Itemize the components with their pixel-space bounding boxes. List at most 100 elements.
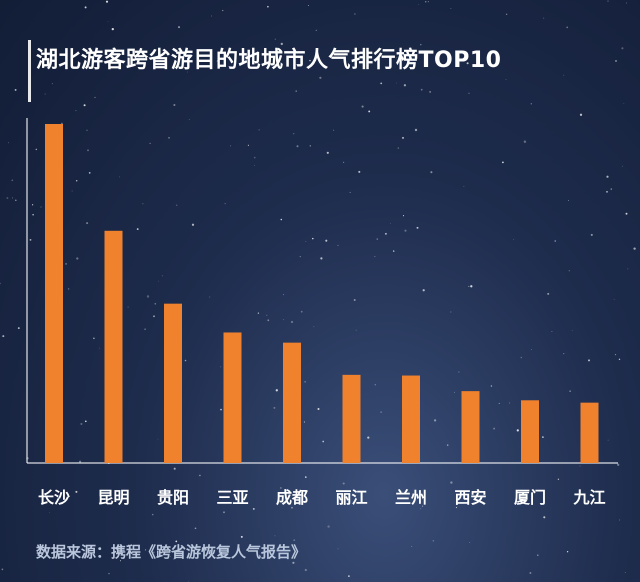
star-dot — [216, 60, 219, 62]
star-dot — [40, 206, 42, 208]
star-dot — [563, 353, 565, 355]
star-dot — [505, 13, 508, 16]
star-dot — [32, 214, 34, 216]
star-dot — [84, 6, 87, 9]
star-dot — [67, 288, 70, 290]
star-dot — [161, 275, 163, 277]
star-dot — [14, 199, 17, 202]
star-dot — [230, 145, 232, 147]
star-dot — [355, 329, 357, 331]
star-dot — [607, 0, 609, 2]
star-dot — [209, 296, 211, 298]
star-dot — [342, 490, 345, 492]
star-dot — [402, 136, 404, 139]
bar-9 — [580, 402, 599, 463]
star-dot — [621, 165, 623, 167]
star-dot — [319, 76, 322, 79]
star-dot — [191, 223, 195, 226]
star-dot — [299, 255, 301, 258]
star-dot — [99, 347, 100, 349]
star-dot — [31, 204, 34, 206]
star-dot — [322, 440, 325, 443]
star-dot — [35, 148, 38, 151]
star-dot — [374, 383, 377, 386]
star-dot — [623, 102, 625, 104]
star-dot — [529, 572, 532, 574]
star-dot — [242, 51, 245, 54]
star-dot — [8, 142, 10, 144]
star-dot — [118, 497, 121, 499]
star-dot — [280, 42, 283, 46]
star-dot — [349, 191, 351, 193]
star-dot — [300, 310, 303, 313]
category-label-6: 兰州 — [395, 488, 427, 507]
star-dot — [458, 371, 460, 373]
star-dot — [108, 572, 110, 575]
star-dot — [65, 262, 68, 265]
star-dot — [136, 228, 139, 231]
star-dot — [424, 1, 427, 3]
star-dot — [613, 299, 615, 300]
star-dot — [240, 535, 243, 538]
star-dot — [505, 79, 507, 80]
star-dot — [94, 96, 96, 98]
star-dot — [293, 133, 295, 135]
bar-7 — [461, 391, 480, 463]
star-dot — [606, 190, 608, 193]
star-dot — [76, 257, 79, 260]
star-dot — [337, 244, 339, 246]
star-dot — [222, 10, 224, 12]
star-dot — [493, 427, 496, 430]
star-dot — [71, 190, 73, 192]
star-dot — [384, 232, 387, 235]
star-dot — [376, 238, 378, 240]
star-dot — [211, 15, 212, 17]
star-dot — [429, 91, 431, 93]
star-dot — [614, 354, 617, 356]
star-dot — [530, 103, 532, 105]
star-dot — [416, 226, 419, 229]
star-dot — [2, 335, 5, 338]
star-dot — [315, 29, 317, 31]
star-dot — [49, 512, 50, 514]
star-dot — [146, 295, 150, 298]
star-dot — [542, 436, 544, 438]
star-dot — [280, 487, 282, 489]
star-dot — [414, 128, 418, 132]
star-dot — [86, 129, 88, 132]
category-label-4: 成都 — [276, 488, 308, 507]
star-dot — [490, 385, 493, 387]
star-dot — [173, 558, 175, 560]
star-dot — [607, 439, 609, 441]
star-dot — [571, 330, 573, 332]
star-dot — [403, 84, 407, 87]
star-dot — [253, 156, 256, 159]
star-dot — [627, 268, 629, 270]
bar-3 — [223, 332, 242, 463]
star-dot — [450, 8, 452, 9]
star-dot — [280, 218, 283, 221]
star-dot — [305, 240, 307, 242]
category-label-2: 贵阳 — [157, 488, 189, 507]
star-dot — [625, 212, 628, 215]
star-dot — [516, 429, 519, 432]
star-dot — [142, 203, 144, 205]
star-dot — [86, 222, 89, 225]
star-dot — [390, 223, 391, 224]
star-dot — [308, 4, 310, 6]
star-dot — [420, 508, 422, 510]
star-dot — [76, 180, 78, 182]
star-dot — [446, 444, 449, 446]
star-dot — [223, 511, 225, 514]
star-dot — [587, 359, 591, 362]
star-dot — [557, 478, 560, 480]
star-dot — [380, 82, 383, 85]
star-dot — [470, 285, 473, 288]
star-dot — [606, 175, 609, 178]
star-dot — [220, 408, 222, 411]
star-dot — [590, 233, 593, 236]
star-dot — [469, 541, 470, 543]
star-dot — [568, 270, 570, 272]
star-dot — [420, 43, 422, 46]
star-dot — [358, 170, 361, 173]
